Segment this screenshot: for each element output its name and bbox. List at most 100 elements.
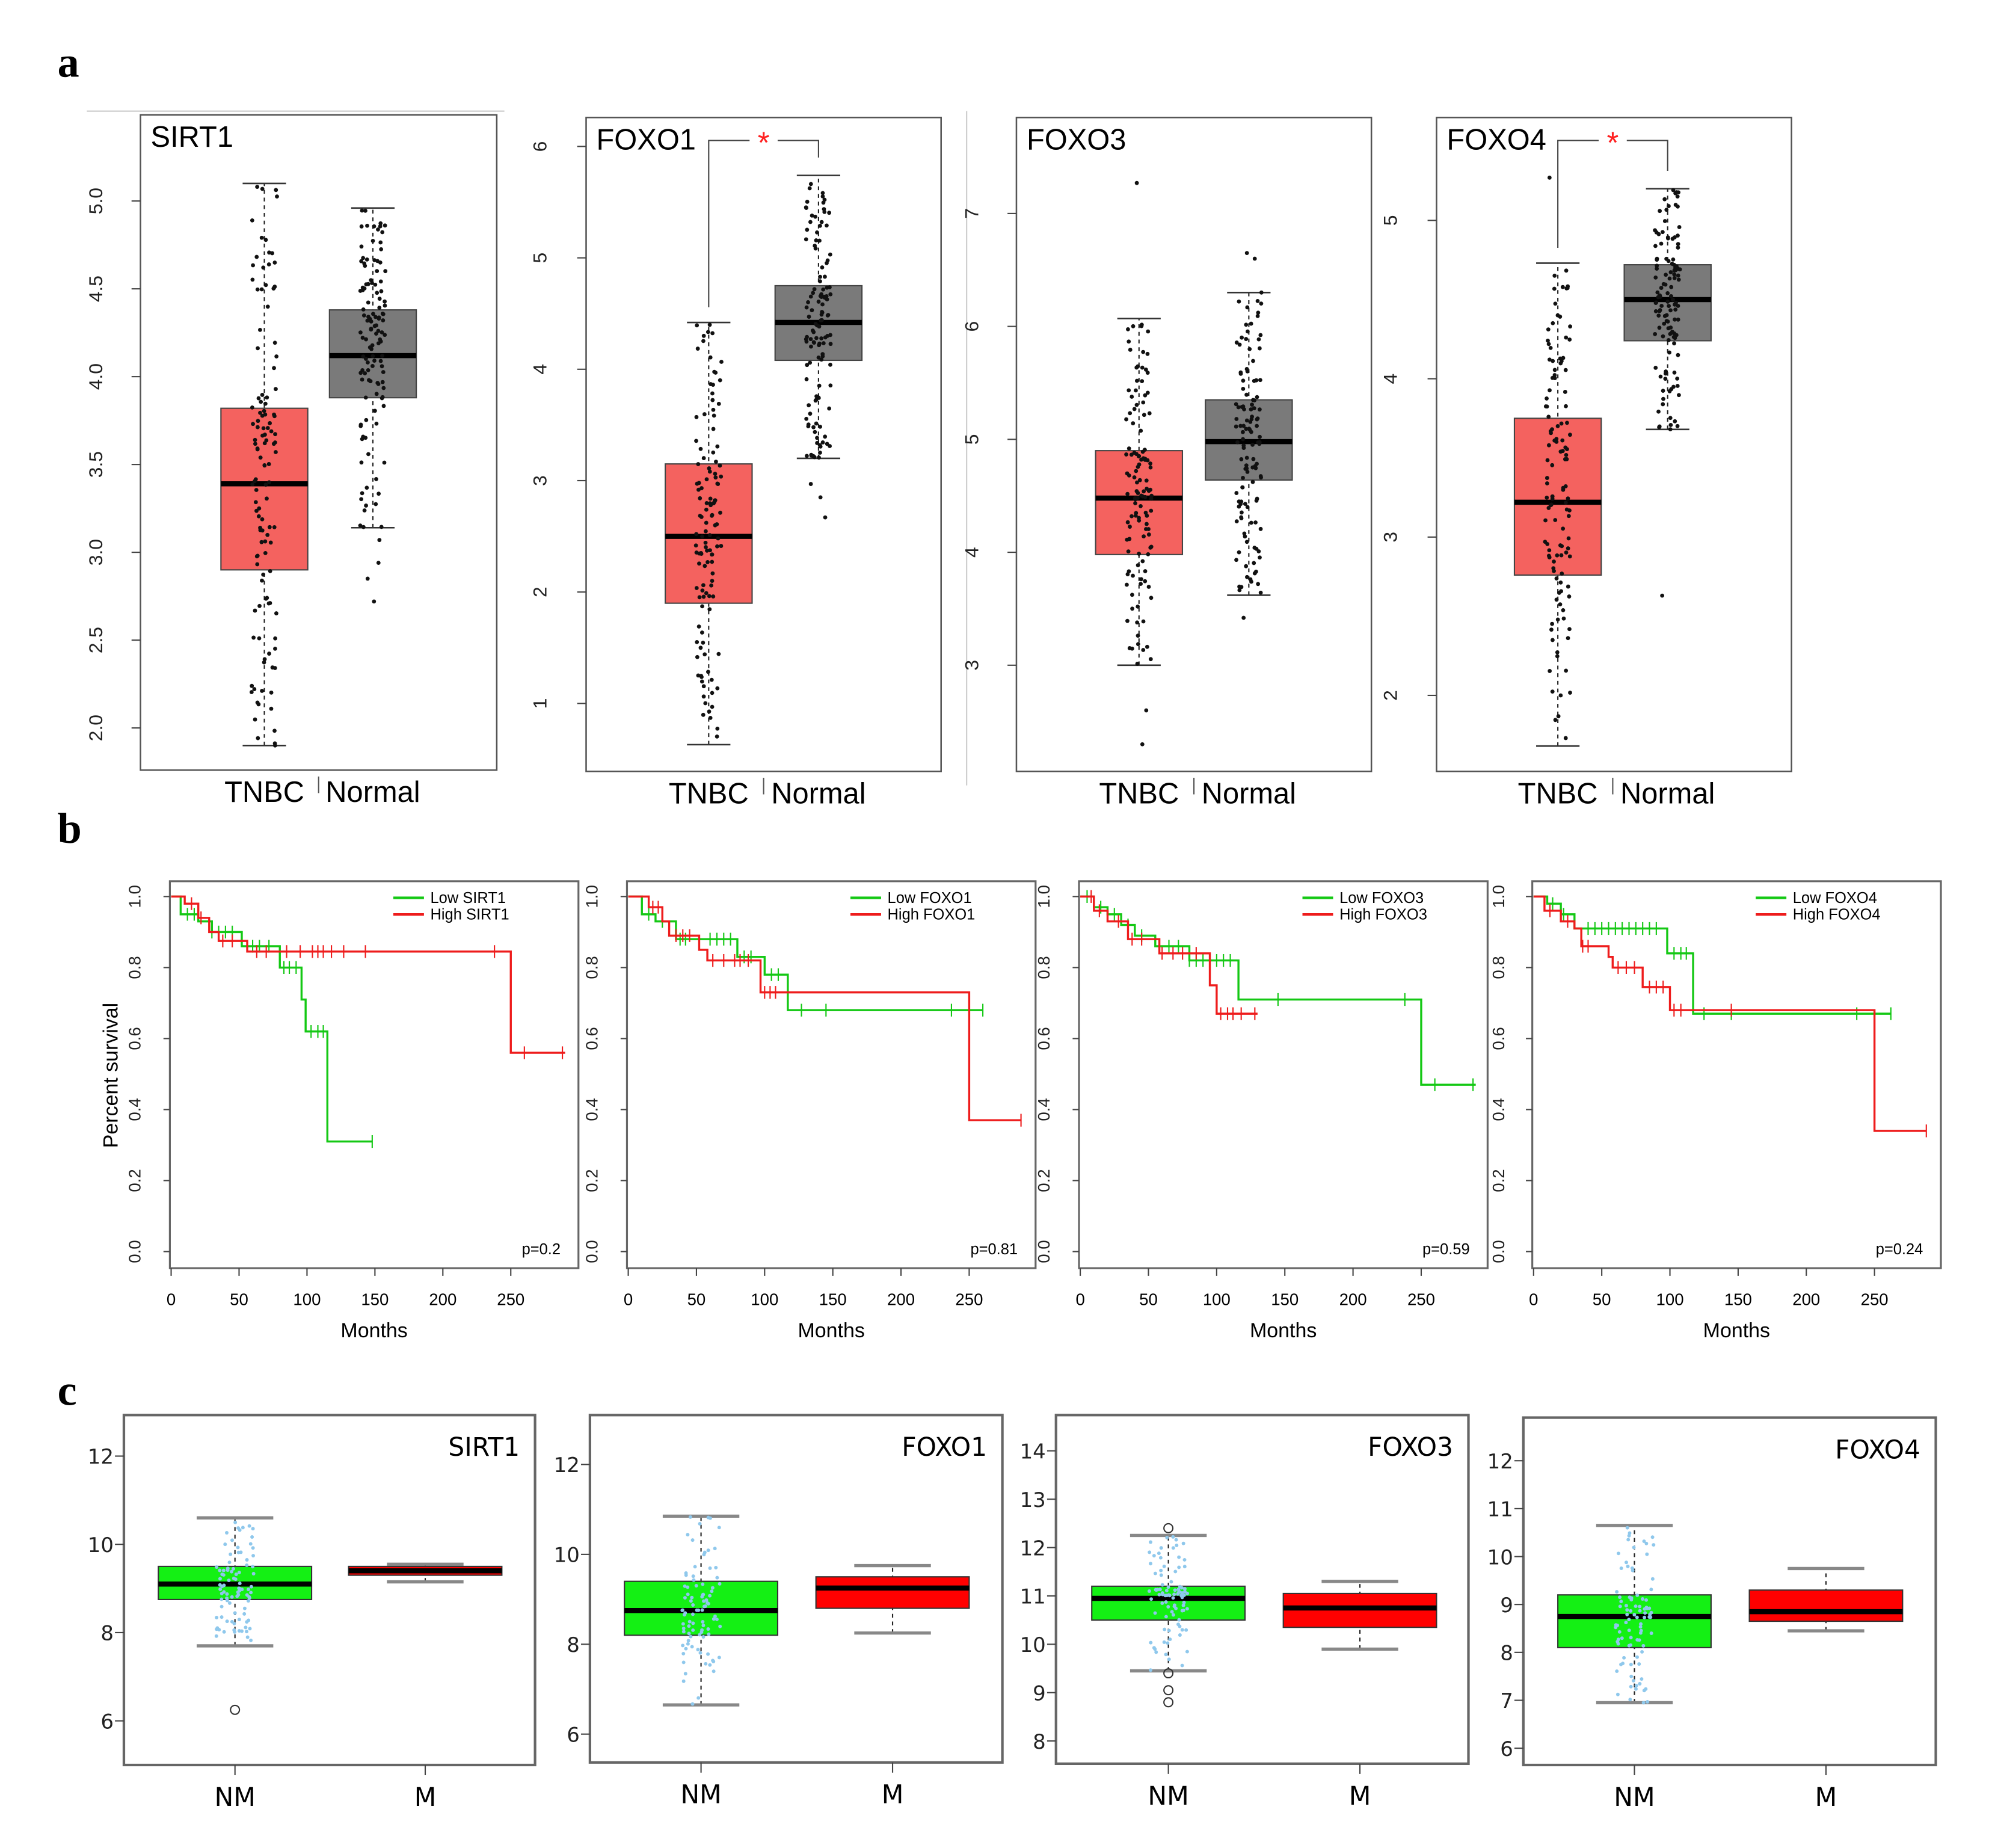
data-point [1666, 259, 1671, 263]
data-point [1672, 370, 1677, 375]
data-point [1643, 1611, 1647, 1615]
legend-label: Low SIRT1 [431, 890, 506, 907]
x-tick-label: 150 [819, 1290, 847, 1309]
km-series-low [171, 895, 373, 1148]
plot-frame [585, 117, 942, 772]
data-point [719, 360, 724, 364]
data-point [686, 1585, 690, 1589]
data-point [374, 392, 379, 396]
p-value: p=0.2 [522, 1241, 561, 1258]
km-plot-foxo4: 0.0 0.2 0.4 0.6 0.8 1.0 0 50 100 150 200 250 Months L… [1489, 880, 1942, 1342]
data-point [820, 352, 825, 357]
data-point [263, 283, 268, 288]
data-point [820, 194, 825, 199]
data-point [1142, 534, 1146, 539]
data-point [262, 660, 266, 665]
data-point [366, 360, 370, 365]
outlier-point [1660, 593, 1665, 598]
data-point [1644, 1598, 1649, 1602]
data-point [1136, 642, 1140, 647]
data-point [255, 287, 260, 292]
data-point [1167, 1628, 1171, 1633]
data-point [378, 221, 383, 226]
box-group-tnbc [1095, 180, 1184, 747]
data-point [1667, 350, 1671, 355]
data-point [1552, 273, 1557, 278]
data-point [1632, 1613, 1637, 1617]
boxplot-c-foxo4: 6 7 8 9 10 11 12 FOXO4 NM M [1487, 1416, 1937, 1813]
data-point [710, 552, 714, 557]
data-point [375, 259, 380, 263]
data-point [1559, 421, 1564, 426]
data-point [696, 1696, 701, 1700]
data-point [273, 432, 277, 437]
data-point [1234, 491, 1239, 495]
data-point [823, 434, 828, 439]
km-series-high [1533, 895, 1927, 1138]
data-point [256, 396, 261, 401]
data-point [1240, 510, 1244, 515]
plot-frame [588, 1414, 1004, 1764]
data-point [686, 1533, 690, 1537]
data-point [1166, 1585, 1170, 1589]
data-point [263, 539, 268, 544]
data-point [1124, 417, 1128, 422]
data-point [230, 1595, 234, 1599]
data-point [373, 408, 377, 413]
data-point [252, 687, 257, 691]
data-point [828, 342, 833, 346]
data-point [251, 422, 255, 427]
data-point [363, 395, 368, 400]
km-series-high [171, 895, 565, 1059]
data-point [1137, 552, 1142, 556]
data-point [1245, 305, 1250, 310]
chart-title: FOXO4 [1446, 123, 1546, 156]
data-point [703, 529, 708, 534]
boxplot-c-foxo3: 8 9 10 11 12 13 14 FOXO3 NM M [1020, 1414, 1470, 1811]
data-point [708, 1594, 712, 1598]
data-point [272, 340, 277, 345]
data-point [1626, 1538, 1631, 1542]
data-point [1252, 406, 1256, 411]
data-point [220, 1572, 224, 1577]
data-point [372, 359, 377, 363]
data-point [1545, 476, 1549, 480]
data-point [1547, 548, 1552, 553]
x-tick-label: 50 [230, 1290, 248, 1309]
data-point [257, 327, 262, 332]
data-point [1246, 329, 1250, 334]
data-point [1675, 194, 1680, 199]
y-tick-label: 6 [1500, 1737, 1513, 1761]
data-point [215, 1615, 219, 1619]
data-point [377, 316, 381, 321]
data-point [706, 1515, 710, 1520]
data-point [237, 1571, 241, 1574]
data-point [692, 1578, 696, 1582]
box-iqr [1513, 417, 1602, 576]
data-point [819, 318, 823, 322]
data-point [379, 525, 384, 529]
data-point [1242, 407, 1246, 411]
box-group-nm [158, 1516, 313, 1715]
data-point [715, 1575, 719, 1580]
data-point [1551, 638, 1555, 642]
data-point [1663, 377, 1668, 381]
data-point [1238, 371, 1243, 376]
data-point [1147, 1589, 1151, 1593]
y-tick-label: 10 [554, 1544, 580, 1568]
data-point [240, 1588, 244, 1592]
data-point [1568, 324, 1572, 329]
data-point [262, 657, 267, 662]
outlier-point [1163, 1685, 1174, 1696]
data-point [706, 670, 710, 674]
data-point [237, 1586, 241, 1591]
data-point [381, 312, 386, 316]
data-point [236, 1592, 241, 1597]
outlier-point [372, 599, 377, 604]
data-point [718, 1624, 722, 1628]
plot-frame [1531, 880, 1942, 1269]
data-point [1146, 329, 1151, 334]
data-point [1256, 582, 1261, 587]
data-point [1555, 654, 1560, 659]
data-point [1139, 577, 1143, 582]
